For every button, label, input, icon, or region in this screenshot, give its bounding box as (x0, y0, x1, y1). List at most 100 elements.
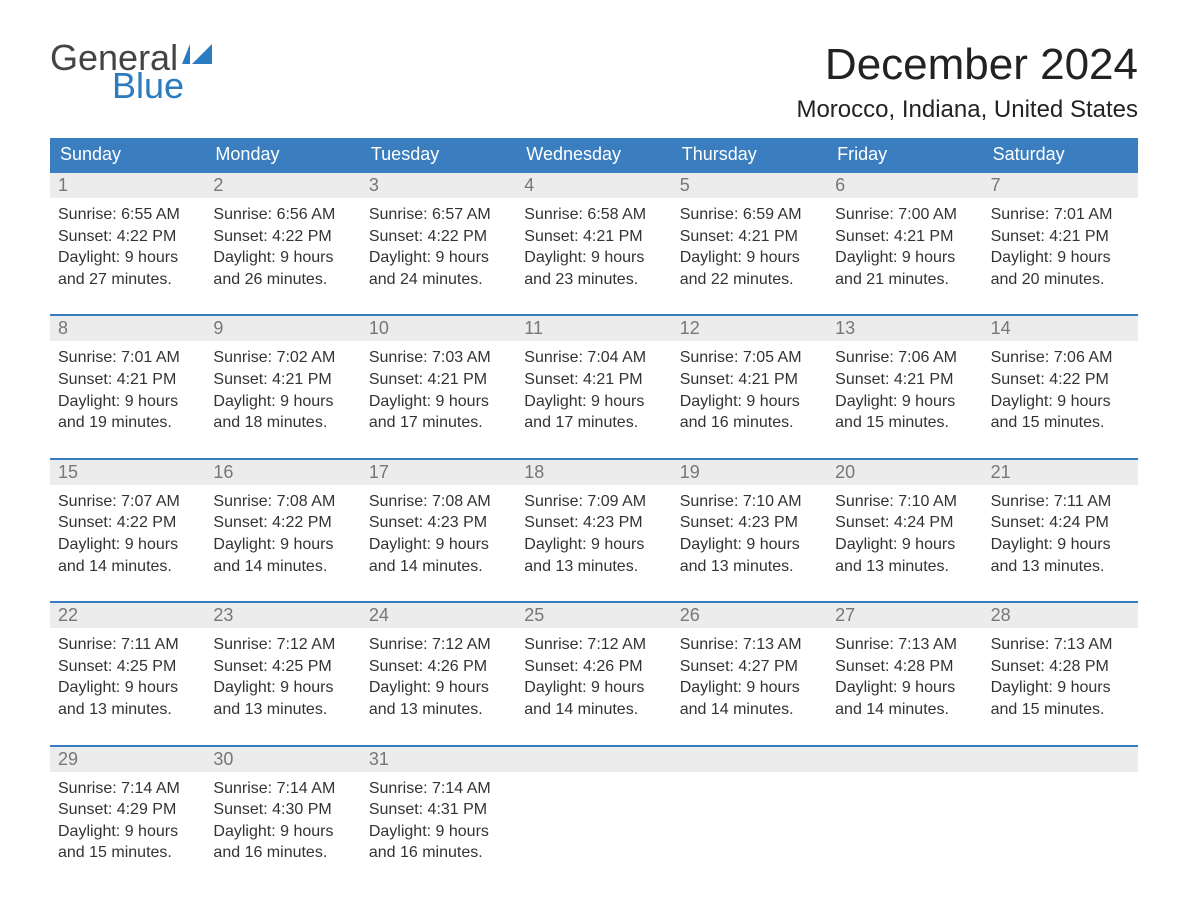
daylight-line-2: and 14 minutes. (524, 699, 663, 721)
daylight-line-2: and 15 minutes. (991, 699, 1130, 721)
day-cell: Sunrise: 7:07 AMSunset: 4:22 PMDaylight:… (50, 485, 205, 583)
day-number: 11 (516, 316, 671, 341)
week-row: 1234567Sunrise: 6:55 AMSunset: 4:22 PMDa… (50, 171, 1138, 296)
sunset-line: Sunset: 4:21 PM (369, 369, 508, 391)
daylight-line-2: and 14 minutes. (835, 699, 974, 721)
daylight-line-2: and 16 minutes. (213, 842, 352, 864)
sunrise-line: Sunrise: 7:11 AM (991, 491, 1130, 513)
day-number: 23 (205, 603, 360, 628)
daylight-line-1: Daylight: 9 hours (680, 677, 819, 699)
daylight-line-1: Daylight: 9 hours (58, 391, 197, 413)
daylight-line-2: and 20 minutes. (991, 269, 1130, 291)
day-number: 21 (983, 460, 1138, 485)
sunrise-line: Sunrise: 7:14 AM (213, 778, 352, 800)
sunset-line: Sunset: 4:27 PM (680, 656, 819, 678)
day-number: 19 (672, 460, 827, 485)
day-cell (983, 772, 1138, 870)
day-number: 20 (827, 460, 982, 485)
day-cell (827, 772, 982, 870)
daylight-line-1: Daylight: 9 hours (58, 677, 197, 699)
sunrise-line: Sunrise: 7:12 AM (213, 634, 352, 656)
sunset-line: Sunset: 4:21 PM (835, 226, 974, 248)
daylight-line-1: Daylight: 9 hours (680, 534, 819, 556)
daylight-line-1: Daylight: 9 hours (524, 391, 663, 413)
dow-monday: Monday (205, 138, 360, 171)
daylight-line-1: Daylight: 9 hours (213, 677, 352, 699)
sunrise-line: Sunrise: 7:04 AM (524, 347, 663, 369)
week-row: 891011121314Sunrise: 7:01 AMSunset: 4:21… (50, 314, 1138, 439)
sunset-line: Sunset: 4:23 PM (680, 512, 819, 534)
day-number: 26 (672, 603, 827, 628)
month-title: December 2024 (796, 40, 1138, 90)
day-cell: Sunrise: 6:57 AMSunset: 4:22 PMDaylight:… (361, 198, 516, 296)
sunrise-line: Sunrise: 7:10 AM (835, 491, 974, 513)
daylight-line-1: Daylight: 9 hours (524, 534, 663, 556)
daylight-line-1: Daylight: 9 hours (524, 677, 663, 699)
daylight-line-2: and 21 minutes. (835, 269, 974, 291)
daylight-line-2: and 13 minutes. (213, 699, 352, 721)
day-cell: Sunrise: 7:12 AMSunset: 4:26 PMDaylight:… (516, 628, 671, 726)
sunrise-line: Sunrise: 6:58 AM (524, 204, 663, 226)
sunset-line: Sunset: 4:31 PM (369, 799, 508, 821)
sunset-line: Sunset: 4:22 PM (58, 512, 197, 534)
sunrise-line: Sunrise: 6:56 AM (213, 204, 352, 226)
daylight-line-2: and 13 minutes. (58, 699, 197, 721)
sunset-line: Sunset: 4:24 PM (991, 512, 1130, 534)
sunset-line: Sunset: 4:30 PM (213, 799, 352, 821)
daylight-line-1: Daylight: 9 hours (835, 247, 974, 269)
day-number-row: 293031 (50, 747, 1138, 772)
sunset-line: Sunset: 4:22 PM (213, 512, 352, 534)
sunrise-line: Sunrise: 7:07 AM (58, 491, 197, 513)
sunset-line: Sunset: 4:26 PM (369, 656, 508, 678)
day-cell: Sunrise: 7:11 AMSunset: 4:25 PMDaylight:… (50, 628, 205, 726)
day-cell: Sunrise: 7:13 AMSunset: 4:28 PMDaylight:… (827, 628, 982, 726)
brand-logo: General Blue (50, 40, 212, 104)
daylight-line-2: and 16 minutes. (369, 842, 508, 864)
daylight-line-1: Daylight: 9 hours (991, 391, 1130, 413)
sunrise-line: Sunrise: 7:00 AM (835, 204, 974, 226)
dow-sunday: Sunday (50, 138, 205, 171)
daylight-line-1: Daylight: 9 hours (369, 677, 508, 699)
day-number-row: 1234567 (50, 173, 1138, 198)
sunset-line: Sunset: 4:21 PM (524, 226, 663, 248)
daylight-line-1: Daylight: 9 hours (213, 247, 352, 269)
sunset-line: Sunset: 4:21 PM (680, 226, 819, 248)
daylight-line-1: Daylight: 9 hours (991, 534, 1130, 556)
daylight-line-1: Daylight: 9 hours (369, 821, 508, 843)
day-cell: Sunrise: 7:12 AMSunset: 4:26 PMDaylight:… (361, 628, 516, 726)
daylight-line-1: Daylight: 9 hours (369, 247, 508, 269)
sunset-line: Sunset: 4:21 PM (835, 369, 974, 391)
day-cell: Sunrise: 7:01 AMSunset: 4:21 PMDaylight:… (983, 198, 1138, 296)
sunrise-line: Sunrise: 7:03 AM (369, 347, 508, 369)
week-row: 22232425262728Sunrise: 7:11 AMSunset: 4:… (50, 601, 1138, 726)
daylight-line-1: Daylight: 9 hours (991, 247, 1130, 269)
day-cell (672, 772, 827, 870)
sunrise-line: Sunrise: 7:05 AM (680, 347, 819, 369)
day-number (827, 747, 982, 772)
dow-wednesday: Wednesday (516, 138, 671, 171)
day-number: 29 (50, 747, 205, 772)
day-number: 10 (361, 316, 516, 341)
sunset-line: Sunset: 4:21 PM (524, 369, 663, 391)
day-number: 7 (983, 173, 1138, 198)
daylight-line-1: Daylight: 9 hours (213, 534, 352, 556)
sunset-line: Sunset: 4:29 PM (58, 799, 197, 821)
day-number: 18 (516, 460, 671, 485)
day-number: 31 (361, 747, 516, 772)
sunrise-line: Sunrise: 7:11 AM (58, 634, 197, 656)
week-row: 293031Sunrise: 7:14 AMSunset: 4:29 PMDay… (50, 745, 1138, 870)
day-number: 15 (50, 460, 205, 485)
day-cell: Sunrise: 7:13 AMSunset: 4:27 PMDaylight:… (672, 628, 827, 726)
daylight-line-1: Daylight: 9 hours (58, 821, 197, 843)
daylight-line-2: and 14 minutes. (680, 699, 819, 721)
day-cell: Sunrise: 7:10 AMSunset: 4:23 PMDaylight:… (672, 485, 827, 583)
sunset-line: Sunset: 4:22 PM (213, 226, 352, 248)
sunset-line: Sunset: 4:23 PM (369, 512, 508, 534)
sunrise-line: Sunrise: 7:08 AM (213, 491, 352, 513)
page-header: General Blue December 2024 Morocco, Indi… (50, 40, 1138, 124)
day-number: 2 (205, 173, 360, 198)
daylight-line-2: and 19 minutes. (58, 412, 197, 434)
daylight-line-2: and 24 minutes. (369, 269, 508, 291)
daylight-line-1: Daylight: 9 hours (835, 677, 974, 699)
day-number: 8 (50, 316, 205, 341)
